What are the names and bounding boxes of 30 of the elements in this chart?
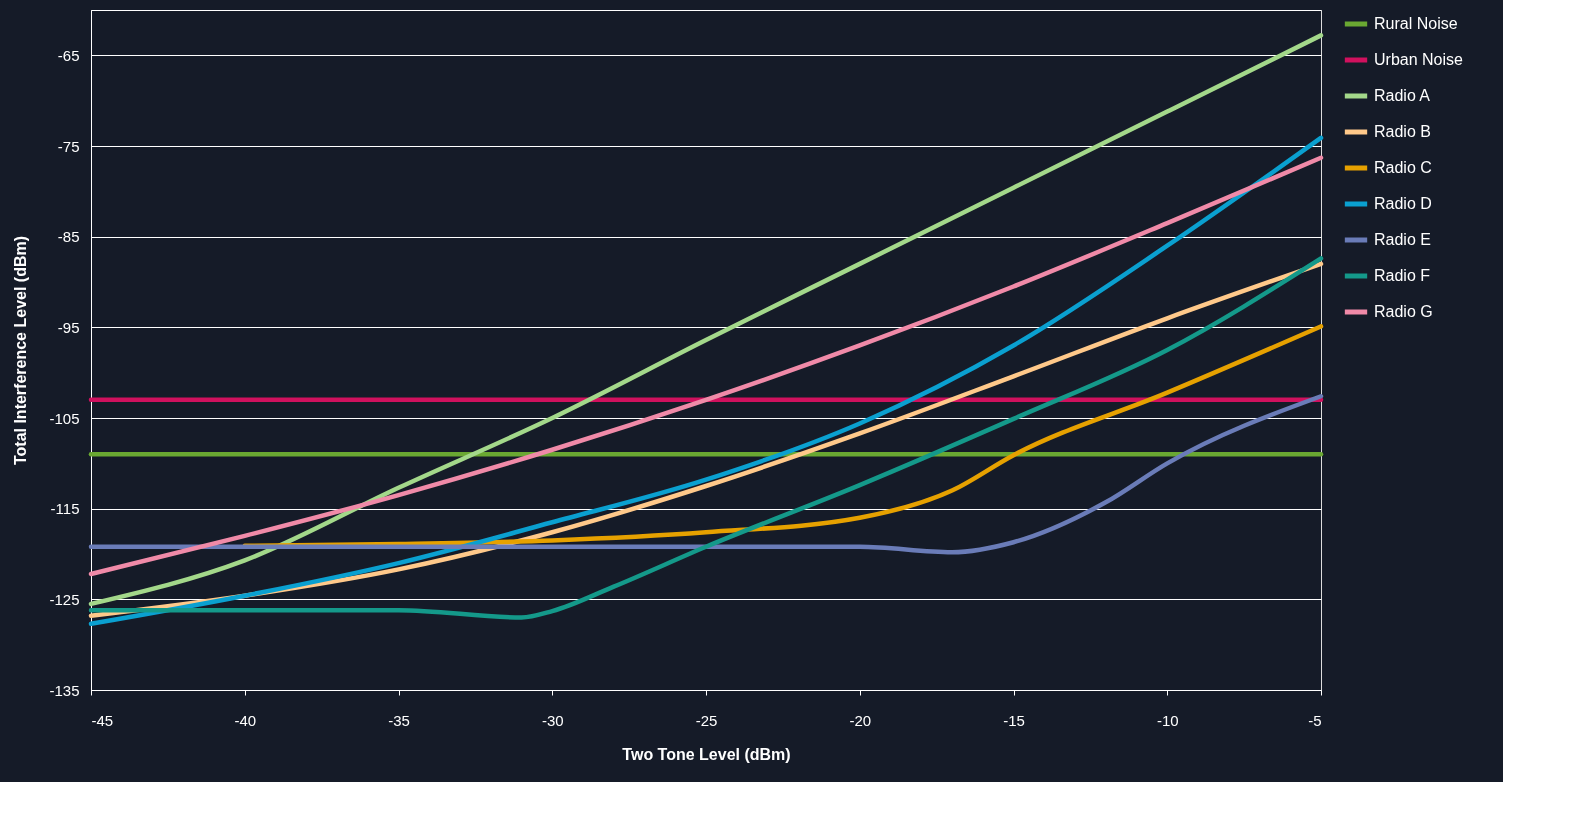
x-tick-label: -45 (91, 711, 114, 729)
y-tick-label: -65 (57, 46, 80, 64)
y-axis-title: Total Interference Level (dBm) (12, 235, 30, 466)
x-tick-label: -30 (541, 711, 564, 729)
y-tick-label: -85 (57, 228, 80, 246)
legend-label: Urban Noise (1374, 51, 1464, 68)
y-tick-label: -105 (49, 409, 80, 427)
line-series (88, 393, 1324, 555)
legend-label: Radio D (1374, 195, 1432, 212)
y-tick-label: -115 (50, 500, 80, 518)
x-tick-label: -25 (695, 711, 718, 729)
y-tick-label: -95 (57, 318, 80, 336)
x-tick-label: -20 (849, 711, 872, 729)
legend-label: Radio A (1374, 87, 1431, 104)
legend-label: Radio B (1374, 123, 1431, 140)
x-tick-label: -40 (234, 711, 257, 729)
y-tick-label: -135 (49, 681, 80, 699)
legend-label: Radio C (1374, 159, 1432, 176)
x-tick-label: -5 (1308, 711, 1322, 729)
line-series (88, 33, 1324, 607)
y-tick-label: -75 (57, 137, 80, 155)
x-tick-label: -10 (1156, 711, 1179, 729)
legend-label: Rural Noise (1374, 15, 1458, 32)
legend-label: Radio F (1374, 267, 1431, 284)
legend-label: Radio E (1374, 231, 1431, 248)
y-tick-label: -125 (49, 590, 80, 608)
legend-label: Radio G (1374, 303, 1433, 320)
x-tick-label: -35 (388, 711, 410, 729)
x-tick-label: -15 (1003, 711, 1025, 729)
x-axis-title: Two Tone Level (dBm) (622, 745, 791, 763)
